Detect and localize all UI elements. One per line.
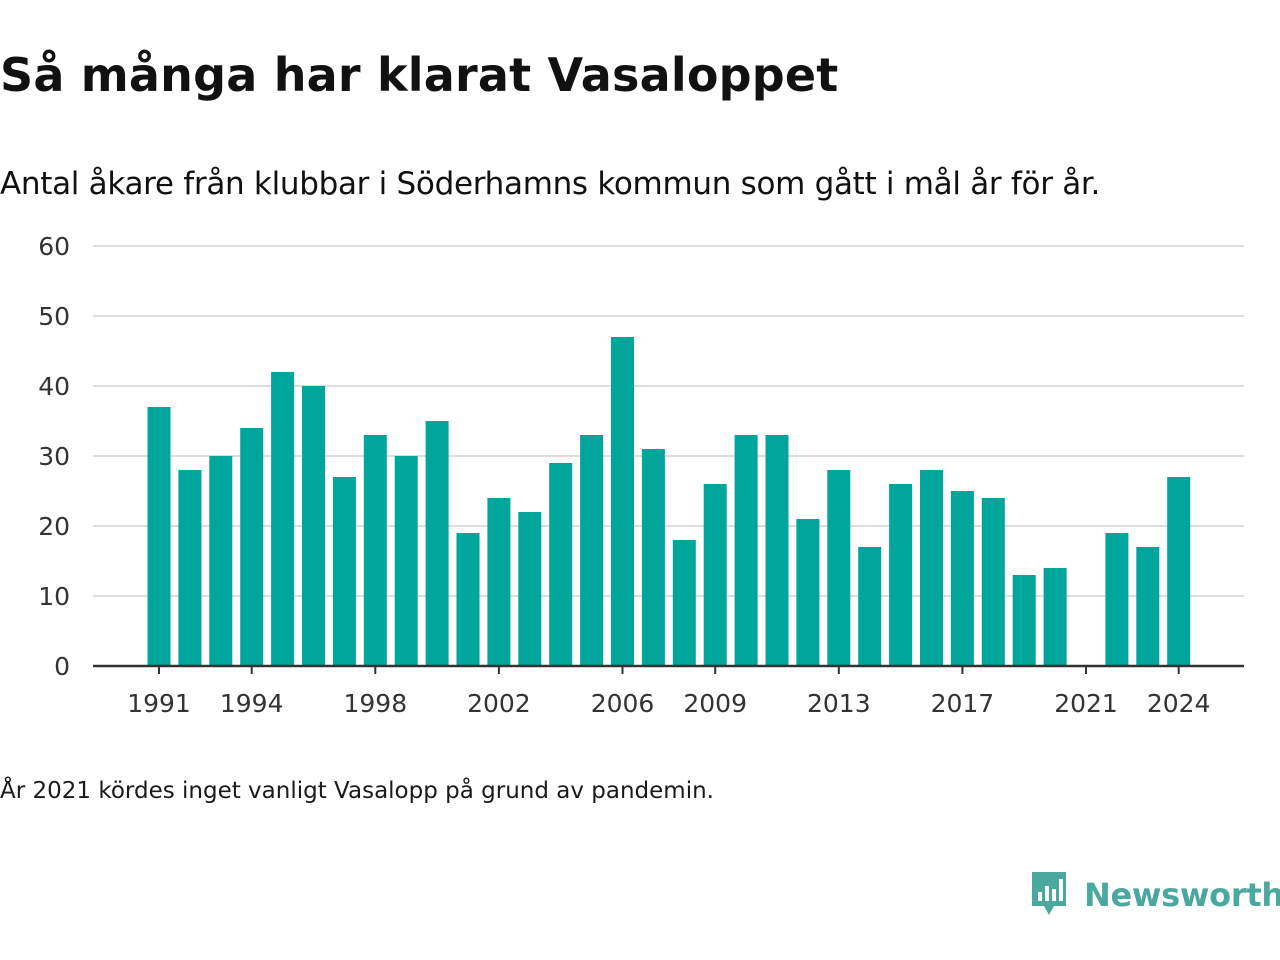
chart-subtitle: Antal åkare från klubbar i Söderhamns ko…: [0, 166, 1101, 202]
y-tick-label: 40: [38, 372, 70, 401]
bar: [425, 421, 449, 666]
bar: [456, 533, 480, 666]
x-tick-label: 2017: [931, 689, 995, 718]
bar: [1043, 568, 1067, 666]
bar: [1105, 533, 1129, 666]
bar: [1012, 575, 1036, 666]
bar: [734, 435, 758, 666]
bar: [858, 547, 882, 666]
x-tick-label: 1994: [220, 689, 284, 718]
bar: [703, 484, 727, 666]
bar: [765, 435, 789, 666]
y-tick-label: 50: [38, 302, 70, 331]
bar: [641, 449, 665, 666]
bars: [147, 337, 1191, 666]
bar: [240, 428, 264, 666]
bar: [889, 484, 913, 666]
bar: [1167, 477, 1191, 666]
bar: [332, 477, 356, 666]
x-tick-label: 1998: [343, 689, 407, 718]
bar: [518, 512, 542, 666]
bar: [796, 519, 820, 666]
y-tick-label: 0: [54, 652, 70, 681]
bar: [611, 337, 634, 666]
bar: [487, 498, 511, 666]
bar: [827, 470, 851, 666]
bar: [549, 463, 573, 666]
bar: [302, 386, 325, 666]
x-tick-label: 2002: [467, 689, 531, 718]
bar: [209, 456, 233, 666]
x-tick-label: 2013: [807, 689, 871, 718]
y-tick-label: 20: [38, 512, 70, 541]
y-tick-label: 30: [38, 442, 70, 471]
bar: [394, 456, 418, 666]
x-axis-ticks: 1991 1994 1998 2002 2006 2009 2013 2017 2021 2024: [127, 666, 1211, 718]
brand-name: Newsworthy: [1084, 876, 1280, 914]
bar: [672, 540, 696, 666]
y-axis-ticks: 0 10 20 30 40 50 60: [38, 232, 70, 681]
y-tick-label: 60: [38, 232, 70, 261]
bar: [1136, 547, 1160, 666]
y-tick-label: 10: [38, 582, 70, 611]
bar: [580, 435, 604, 666]
footnote: År 2021 kördes inget vanligt Vasalopp på…: [0, 778, 714, 804]
x-tick-label: 2021: [1054, 689, 1118, 718]
bar: [271, 372, 295, 666]
x-tick-label: 2009: [683, 689, 747, 718]
bar: [363, 435, 387, 666]
gridlines: [93, 245, 1244, 597]
x-tick-label: 1991: [127, 689, 191, 718]
x-tick-label: 2006: [591, 689, 655, 718]
bar-chart: 0 10 20 30 40 50 60 1991 1994 1998 2002 2006 2009 20…: [38, 232, 1244, 718]
bar: [147, 407, 171, 666]
newsworthy-logo-icon: [1030, 868, 1068, 922]
bar: [981, 498, 1005, 666]
bar: [178, 470, 202, 666]
bar: [920, 470, 943, 666]
bar: [950, 491, 974, 666]
x-tick-label: 2024: [1147, 689, 1211, 718]
chart-title: Så många har klarat Vasaloppet: [0, 48, 839, 102]
brand-logo: Newsworthy: [1030, 868, 1280, 922]
